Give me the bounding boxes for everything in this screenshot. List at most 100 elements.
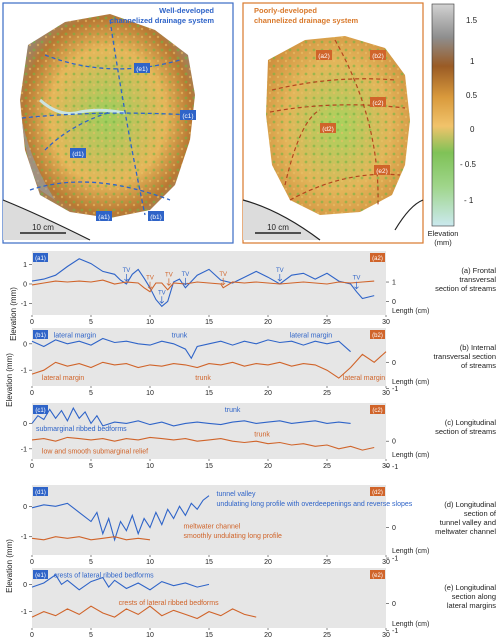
section-a2-line (271, 78, 396, 91)
panel-a-xtick-label-2: 10 (146, 319, 154, 326)
colorbar-tick-6: - 1 (464, 196, 474, 205)
panel-b-series-orange (31, 351, 387, 379)
panel-d-xtick-label-0: 0 (30, 559, 34, 566)
panel-c-xtick-label-4: 20 (264, 463, 272, 470)
marker-d2: (d2) (322, 126, 334, 133)
panel-a-annotation-4: TV (353, 276, 361, 282)
panel-e-xtick-label-1: 5 (89, 632, 93, 639)
panel-b-tag-left: (b1) (35, 333, 46, 339)
panel-a-annotation-arrow-2 (183, 277, 188, 286)
panel-d-xtick-label-6: 30 (382, 559, 390, 566)
panel-a-annotation-arrow-1 (159, 296, 165, 304)
panel-e-tag-right: (e2) (372, 573, 383, 579)
panel-c-xtick-label-3: 15 (205, 463, 213, 470)
panel-a-xtick-label-6: 30 (382, 319, 390, 326)
panel-d-ytick-label-left-0: 0 (23, 504, 27, 511)
panel-a-annotation-arrow-4 (354, 281, 359, 290)
marker-a1-bg (96, 211, 112, 221)
marker-c2-bg (370, 97, 386, 107)
section-d2-line (284, 109, 321, 186)
panel-a-annotation-arrow-5 (147, 281, 153, 290)
panel-a-xtick-label-1: 5 (89, 319, 93, 326)
map-right-title-2: channelized drainage system (254, 16, 359, 25)
panel-c-xtick-label-0: 0 (30, 463, 34, 470)
marker-b1: (b1) (150, 214, 162, 221)
marker-b1-bg (148, 211, 164, 221)
panel-c-background (32, 403, 386, 459)
panel-c-tag-left: (c1) (35, 408, 45, 414)
panel-a-ytick-label-left-1: 0 (23, 281, 27, 288)
map-right-scale-label: 10 cm (267, 223, 289, 232)
panel-e-series-blue (31, 574, 210, 591)
panel-e-ytick-label-right-1: -1 (392, 628, 398, 635)
marker-c1-bg (180, 110, 196, 120)
panel-b-label-0: lateral margin (54, 332, 97, 339)
panel-c-tag-left-bg (33, 405, 48, 414)
panel-e-tag-left-bg (33, 570, 48, 579)
colorbar-tick-4: 0 (470, 125, 475, 134)
panel-d-background (32, 485, 386, 555)
panel-d-tag-right: (d2) (372, 490, 383, 496)
left-ylabel-2: Elevation (mm) (5, 539, 14, 593)
marker-d1: (d1) (72, 151, 84, 158)
panel-a-annotation-arrow-7 (220, 277, 226, 286)
map-right-panel: Poorly-developed channelized drainage sy… (242, 2, 424, 244)
panel-b-xlabel: Length (cm) (392, 379, 429, 386)
colorbar: 1.5 1 0.5 0 - 0.5 - 1 Elevation (mm) (428, 3, 478, 247)
panel-e-caption-1: section along (452, 592, 496, 601)
panel-a-ytick-label-left-0: 1 (23, 262, 27, 269)
panel-a-xtick-label-0: 0 (30, 319, 34, 326)
panel-e-caption-0: (e) Longitudinal (444, 583, 496, 592)
panel-a-annotation-0: TV (123, 268, 131, 274)
panel-a-annotation-2: TV (182, 272, 190, 278)
map-left-markers: (e1) (c1) (d1) (a1) (b1) (70, 63, 196, 221)
panel-c-label-0: trunk (225, 407, 241, 414)
panel-c-label-3: low and smooth submarginal relief (42, 448, 148, 455)
panel-e-xtick-label-6: 30 (382, 632, 390, 639)
panel-b-caption-1: transversal section (433, 352, 496, 361)
section-b2-line (334, 39, 379, 206)
panel-e-background (32, 568, 386, 628)
panel-c-ytick-label-right-1: -1 (392, 464, 398, 471)
panel-b-ytick-label-left-0: 0 (23, 341, 27, 348)
panel-d-tag-right-bg (370, 487, 385, 496)
colorbar-label-2: (mm) (434, 238, 452, 247)
map-left-title-2: channelized drainage system (110, 16, 215, 25)
panel-d-caption-0: (d) Longitudinal (444, 500, 496, 509)
marker-a1: (a1) (98, 214, 110, 221)
colorbar-tick-1: 1.5 (466, 16, 478, 25)
panel-d-label-2: meltwater channel (184, 523, 241, 530)
map-left-texture (20, 14, 195, 218)
left-ylabel-0: Elevation (mm) (9, 287, 18, 341)
panel-a-caption-1: transversal (459, 275, 496, 284)
panel-a-caption-0: (a) Frontal (461, 266, 496, 275)
panel-c-label-1: submarginal ribbed bedforms (36, 426, 127, 433)
panel-e-xtick-label-5: 25 (323, 632, 331, 639)
panel-a-xtick-label-4: 20 (264, 319, 272, 326)
panel-d-ytick-label-right-0: 0 (392, 525, 396, 532)
marker-d1-bg (70, 148, 86, 158)
panel-b-label-4: trunk (195, 375, 211, 382)
panel-e-xlabel: Length (cm) (392, 621, 429, 628)
marker-a2: (a2) (318, 53, 330, 60)
panel-a-tag-right: (a2) (372, 256, 383, 262)
left-ylabel-1: Elevation (mm) (5, 353, 14, 407)
panel-a-caption-2: section of streams (435, 284, 496, 293)
panel-b-caption-2: of streams (461, 361, 496, 370)
panel-a-annotation-7: TV (219, 272, 227, 278)
panel-c-xtick-label-1: 5 (89, 463, 93, 470)
panel-d-series-blue (31, 495, 210, 542)
marker-a2-bg (316, 50, 332, 60)
colorbar-ramp (431, 3, 455, 227)
panel-d-xlabel: Length (cm) (392, 548, 429, 555)
panel-e-caption-2: lateral margins (447, 601, 496, 610)
panel-e-xtick-label-3: 15 (205, 632, 213, 639)
panel-c-xtick-label-2: 10 (146, 463, 154, 470)
map-right-title-1: Poorly-developed (254, 6, 317, 15)
panel-a-series-blue (31, 258, 375, 308)
panel-b-xtick-label-5: 25 (323, 390, 331, 397)
